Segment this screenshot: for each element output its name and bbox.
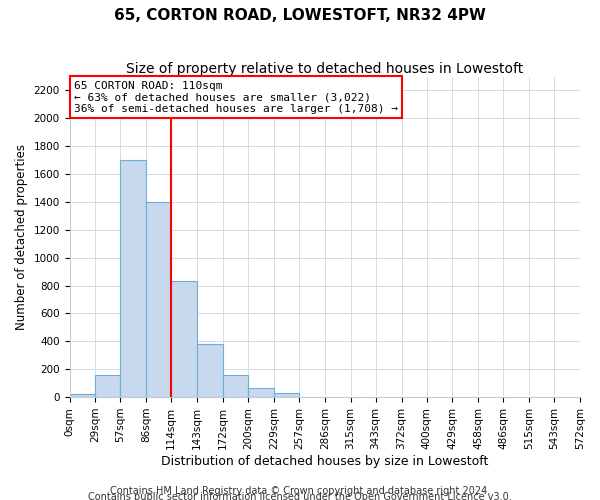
Bar [223,375,248,397]
Bar [121,160,146,397]
Text: Contains HM Land Registry data © Crown copyright and database right 2024.: Contains HM Land Registry data © Crown c… [110,486,490,496]
Bar [70,394,95,397]
Text: 65, CORTON ROAD, LOWESTOFT, NR32 4PW: 65, CORTON ROAD, LOWESTOFT, NR32 4PW [114,8,486,22]
Bar [274,393,299,397]
Bar [248,388,274,397]
Y-axis label: Number of detached properties: Number of detached properties [15,144,28,330]
Text: Contains public sector information licensed under the Open Government Licence v3: Contains public sector information licen… [88,492,512,500]
Bar [146,202,171,397]
Bar [171,282,197,397]
Text: 65 CORTON ROAD: 110sqm
← 63% of detached houses are smaller (3,022)
36% of semi-: 65 CORTON ROAD: 110sqm ← 63% of detached… [74,80,398,114]
Bar [95,376,121,397]
X-axis label: Distribution of detached houses by size in Lowestoft: Distribution of detached houses by size … [161,454,488,468]
Bar [197,344,223,397]
Title: Size of property relative to detached houses in Lowestoft: Size of property relative to detached ho… [126,62,523,76]
